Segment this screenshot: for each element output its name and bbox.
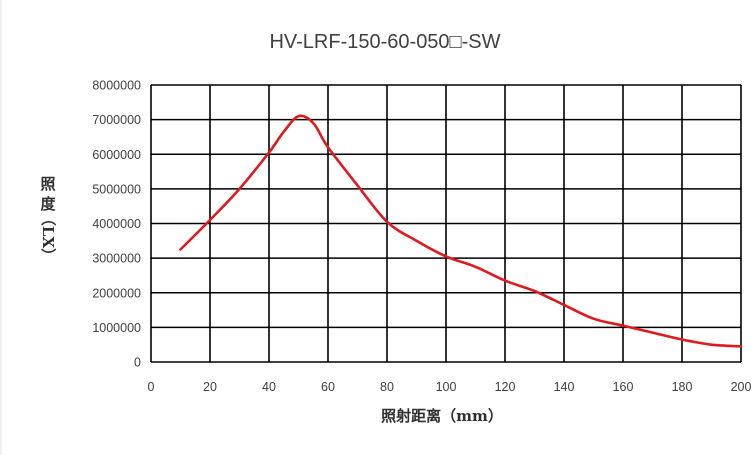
y-tick-label: 5000000 [92, 182, 141, 196]
x-tick-label: 20 [203, 380, 217, 394]
y-tick-label: 6000000 [92, 148, 141, 162]
y-tick-label: 7000000 [92, 113, 141, 127]
x-tick-label: 80 [380, 380, 394, 394]
grid [150, 84, 742, 363]
chart-title: HV-LRF-150-60-050□-SW [269, 31, 500, 53]
x-axis-label: 照射距离（mm） [381, 407, 503, 425]
y-tick-label: 2000000 [92, 286, 141, 300]
y-tick-label: 4000000 [92, 217, 141, 231]
series-layer [179, 114, 743, 348]
y-tick-label: 8000000 [92, 79, 141, 93]
y-axis-label-char: 照 [40, 175, 55, 193]
y-axis-label: 照度（LX） [39, 175, 57, 263]
y-axis-label-unit: （LX） [39, 211, 57, 263]
x-tick-labels: 0 20 40 60 80 100 120 140 160 180 200 [148, 380, 752, 394]
y-tick-labels: 0 1000000 2000000 3000000 4000000 5000000 6000… [92, 79, 141, 370]
series-line [179, 114, 743, 348]
y-axis-label-char: 度 [40, 195, 56, 213]
x-tick-label: 200 [731, 380, 752, 394]
x-tick-label: 40 [262, 380, 276, 394]
x-tick-label: 180 [672, 380, 693, 394]
x-tick-label: 140 [554, 380, 575, 394]
x-tick-label: 120 [495, 380, 516, 394]
y-tick-label: 1000000 [92, 321, 141, 335]
x-tick-label: 100 [436, 380, 457, 394]
y-tick-label: 0 [134, 356, 141, 370]
y-tick-label: 3000000 [92, 252, 141, 266]
x-tick-label: 160 [613, 380, 634, 394]
x-tick-label: 60 [321, 380, 335, 394]
x-tick-label: 0 [148, 380, 155, 394]
